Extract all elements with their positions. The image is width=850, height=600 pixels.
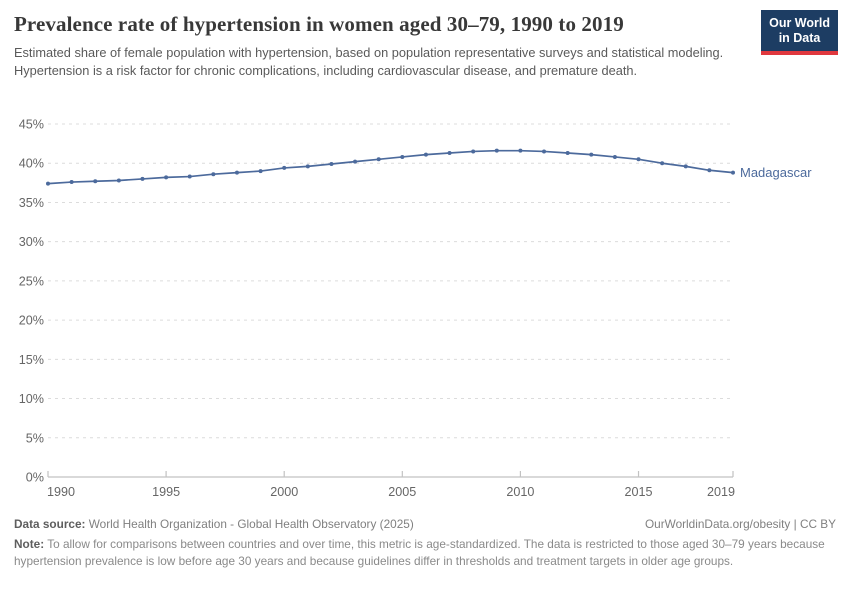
data-source-text: World Health Organization - Global Healt…	[88, 517, 414, 531]
data-point	[565, 151, 570, 156]
x-axis-tick-label: 2010	[506, 485, 534, 499]
owid-logo-line2: in Data	[778, 30, 821, 45]
data-point	[612, 154, 617, 159]
footer-note: Note: To allow for comparisons between c…	[14, 536, 836, 570]
owid-logo[interactable]: Our World in Data	[761, 10, 838, 55]
y-axis-tick-label: 40%	[19, 157, 44, 171]
data-point	[707, 168, 712, 173]
data-point	[258, 169, 263, 174]
y-axis-tick-label: 30%	[19, 235, 44, 249]
data-point	[234, 170, 239, 175]
y-axis-tick-label: 10%	[19, 392, 44, 406]
data-point	[93, 179, 98, 184]
y-axis-tick-label: 20%	[19, 314, 44, 328]
y-axis-tick-label: 25%	[19, 274, 44, 288]
x-axis-tick-label: 2005	[388, 485, 416, 499]
data-point	[542, 149, 547, 154]
y-axis-tick-label: 0%	[26, 471, 44, 485]
x-axis-tick-label: 2019	[707, 485, 735, 499]
data-point	[660, 161, 665, 166]
data-point	[731, 170, 735, 175]
data-source-label: Data source:	[14, 517, 86, 531]
data-point	[683, 164, 688, 169]
page-title: Prevalence rate of hypertension in women…	[14, 12, 624, 36]
data-point	[447, 151, 452, 156]
data-point	[423, 152, 428, 157]
y-axis-tick-label: 35%	[19, 196, 44, 210]
footer-link-license[interactable]: OurWorldinData.org/obesity | CC BY	[644, 517, 836, 531]
chart-subtitle: Estimated share of female population wit…	[14, 45, 724, 78]
chart-header: Prevalence rate of hypertension in women…	[14, 12, 836, 79]
owid-logo-line1: Our World	[769, 16, 830, 30]
data-point	[376, 157, 381, 162]
x-axis-tick-label: 1995	[152, 485, 180, 499]
data-point	[400, 154, 405, 159]
data-point	[164, 175, 169, 180]
data-point	[187, 174, 192, 179]
y-axis-tick-label: 5%	[26, 431, 44, 445]
data-point	[494, 148, 499, 153]
data-point	[116, 178, 121, 183]
y-axis-tick-label: 45%	[19, 118, 44, 132]
data-point	[305, 164, 310, 169]
series-line	[47, 149, 734, 185]
footer-note-text: To allow for comparisons between countri…	[14, 537, 825, 568]
data-source: Data source: World Health Organization -…	[14, 517, 414, 531]
footer-note-label: Note:	[14, 537, 45, 551]
data-point	[589, 152, 594, 157]
data-point	[140, 176, 145, 181]
line-chart: 0% 5% 10% 15% 20% 25% 30% 35% 40% 45% 1990 1995 2000…	[19, 118, 812, 500]
series-end-label[interactable]: Madagascar	[740, 165, 812, 180]
x-axis-tick-label: 2000	[270, 485, 298, 499]
chart-footer: Data source: World Health Organization -…	[14, 517, 836, 570]
x-axis-tick-label: 1990	[47, 485, 75, 499]
data-point	[282, 165, 287, 170]
data-point	[471, 149, 476, 154]
data-point	[46, 181, 50, 186]
data-point	[518, 148, 523, 153]
data-point	[69, 180, 74, 185]
y-axis-tick-label: 15%	[19, 353, 44, 367]
data-point	[353, 159, 358, 164]
data-point	[636, 157, 641, 162]
data-point	[329, 162, 334, 167]
data-point	[211, 172, 216, 177]
x-axis-tick-label: 2015	[625, 485, 653, 499]
